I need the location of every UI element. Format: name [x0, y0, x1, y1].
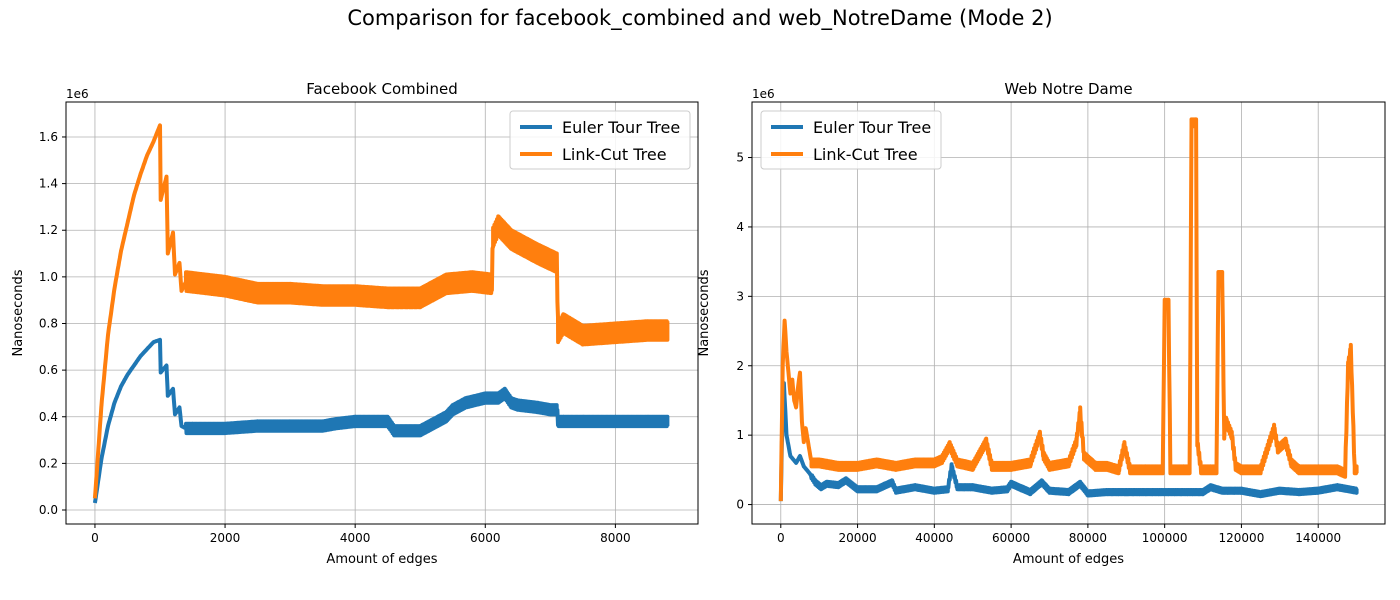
x-tick-label: 100000 [1142, 531, 1188, 545]
legend-label-euler-tour-tree: Euler Tour Tree [562, 118, 680, 137]
y-tick-label: 0.6 [39, 363, 58, 377]
y-tick-label: 5 [736, 151, 744, 165]
legend-label-link-cut-tree: Link-Cut Tree [562, 145, 667, 164]
y-tick-label: 1.2 [39, 223, 58, 237]
x-tick-label: 6000 [470, 531, 501, 545]
series-line-link-cut-tree [778, 117, 1359, 502]
web-notre-dame-axes: 0 20000 40000 60000 80000 100000 120000 140000 0… [697, 80, 1386, 567]
legend-box [509, 110, 691, 170]
chart-title: Web Notre Dame [1004, 80, 1132, 98]
y-tick-label: 0.0 [39, 503, 58, 517]
y-tick-label: 1.6 [39, 130, 58, 144]
y-tick-label: 1.4 [39, 177, 58, 191]
y-offset-label: 1e6 [66, 87, 89, 101]
y-tick-label: 4 [736, 220, 744, 234]
x-tick-label: 40000 [915, 531, 953, 545]
y-tick-label: 0.4 [39, 410, 58, 424]
legend-box [760, 110, 942, 170]
series-line-euler-tour-tree [92, 337, 670, 504]
figure-title: Comparison for facebook_combined and web… [347, 6, 1053, 30]
x-tick-label: 80000 [1069, 531, 1107, 545]
legend: Euler Tour Tree Link-Cut Tree [760, 110, 942, 170]
chart-title: Facebook Combined [306, 80, 457, 98]
legend: Euler Tour Tree Link-Cut Tree [509, 110, 691, 170]
y-tick-label: 3 [736, 289, 744, 303]
x-tick-label: 2000 [210, 531, 241, 545]
y-axis-label: Nanoseconds [697, 269, 712, 356]
series-line-euler-tour-tree [778, 381, 1359, 502]
x-tick-label: 120000 [1219, 531, 1265, 545]
y-tick-label: 0 [736, 498, 744, 512]
y-tick-label: 1 [736, 428, 744, 442]
legend-label-euler-tour-tree: Euler Tour Tree [813, 118, 931, 137]
series-line-link-cut-tree [92, 123, 670, 499]
x-tick-label: 0 [777, 531, 785, 545]
legend-label-link-cut-tree: Link-Cut Tree [813, 145, 918, 164]
x-tick-label: 8000 [600, 531, 631, 545]
y-tick-label: 0.8 [39, 316, 58, 330]
x-tick-label: 4000 [340, 531, 371, 545]
x-tick-label: 0 [91, 531, 99, 545]
y-tick-label: 2 [736, 359, 744, 373]
facebook-combined-axes: 0 2000 4000 6000 8000 0.0 0.2 0.4 0.6 0.8 1.0 1.2 1.… [11, 80, 699, 567]
y-axis-label: Nanoseconds [11, 269, 26, 356]
axes-frame [751, 101, 1386, 525]
y-tick-label: 0.2 [39, 456, 58, 470]
x-tick-label: 140000 [1295, 531, 1341, 545]
x-tick-label: 20000 [838, 531, 876, 545]
x-axis-label: Amount of edges [1013, 552, 1124, 567]
y-offset-label: 1e6 [752, 87, 775, 101]
x-axis-label: Amount of edges [326, 552, 437, 567]
axes-frame [65, 101, 699, 525]
y-tick-label: 1.0 [39, 270, 58, 284]
x-tick-label: 60000 [992, 531, 1030, 545]
